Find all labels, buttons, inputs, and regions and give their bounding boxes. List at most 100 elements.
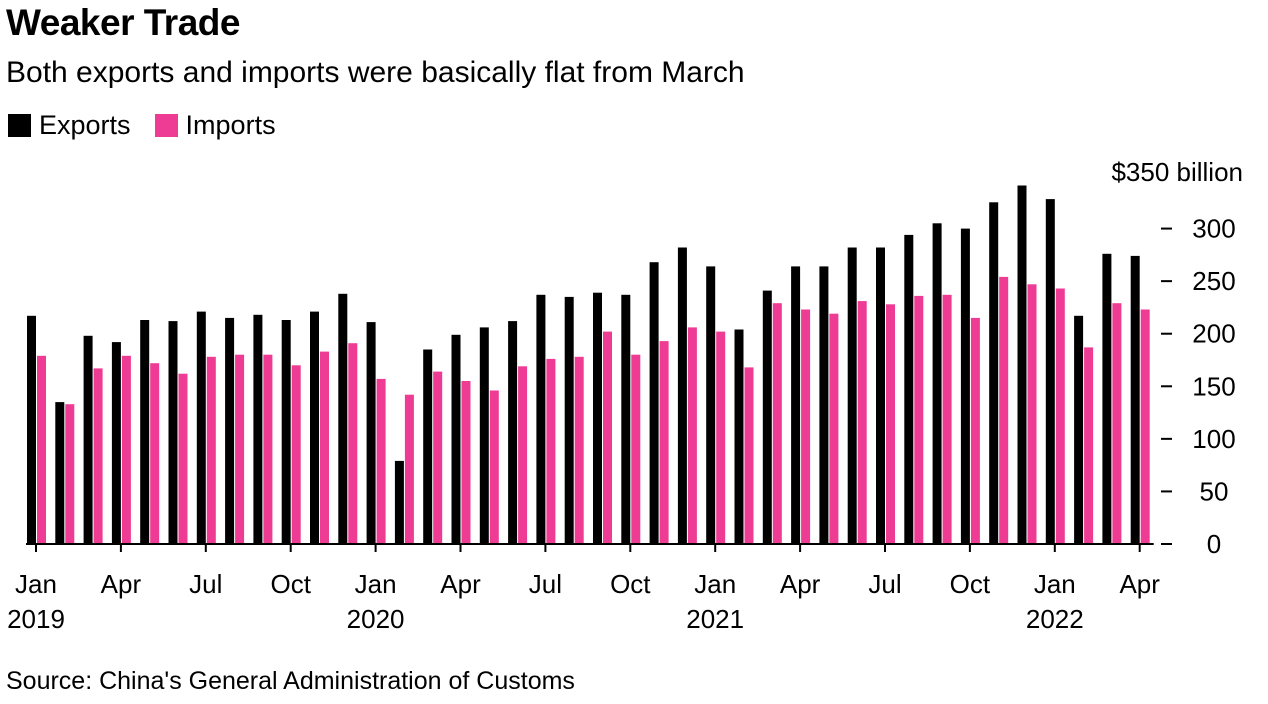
legend-item-exports: Exports xyxy=(8,110,131,141)
legend-swatch-imports xyxy=(154,114,178,137)
bar-exports-17 xyxy=(508,321,518,544)
legend-swatch-exports xyxy=(8,114,31,137)
bar-exports-37 xyxy=(1074,315,1084,544)
bar-imports-18 xyxy=(546,358,556,544)
x-tick-label: Jan xyxy=(694,569,736,599)
bar-imports-27 xyxy=(801,309,811,544)
bar-exports-16 xyxy=(479,327,489,544)
bar-exports-22 xyxy=(649,262,659,544)
bar-exports-15 xyxy=(451,334,461,544)
bar-exports-35 xyxy=(1017,185,1027,544)
x-tick-label: Oct xyxy=(950,569,991,599)
x-tick-label: Oct xyxy=(610,569,651,599)
bar-exports-11 xyxy=(338,293,348,544)
bar-exports-10 xyxy=(310,311,319,544)
bar-imports-14 xyxy=(433,371,443,544)
bar-imports-21 xyxy=(631,354,641,544)
bar-imports-11 xyxy=(348,343,358,544)
bar-imports-37 xyxy=(1084,347,1094,544)
bar-imports-6 xyxy=(206,356,216,544)
x-tick-year-label: 2019 xyxy=(7,604,65,634)
bar-imports-24 xyxy=(716,331,726,544)
y-axis: 0 50 100 150 200 250 300 $350 billion xyxy=(1111,157,1243,559)
x-tick-label: Apr xyxy=(780,569,821,599)
bar-exports-13 xyxy=(394,460,404,544)
x-tick-label: Jan xyxy=(1034,569,1076,599)
bar-exports-26 xyxy=(762,290,772,544)
y-tick-label: 100 xyxy=(1192,424,1235,454)
bar-exports-30 xyxy=(876,247,885,544)
bar-exports-28 xyxy=(819,266,829,544)
bar-imports-3 xyxy=(121,355,131,544)
bar-exports-38 xyxy=(1102,253,1112,545)
bar-imports-31 xyxy=(914,295,924,544)
bar-imports-35 xyxy=(1027,284,1037,544)
x-axis-ticks: Jan 2019 Apr Jul Oct Jan 2020 Apr Jul Oct Jan 2021 A… xyxy=(7,544,1160,634)
bar-exports-5 xyxy=(168,321,178,544)
bar-imports-34 xyxy=(999,276,1009,544)
bar-imports-1 xyxy=(65,404,75,544)
bar-exports-4 xyxy=(140,320,150,544)
bar-imports-36 xyxy=(1055,288,1065,544)
y-tick-label: 300 xyxy=(1192,214,1235,244)
bar-imports-17 xyxy=(518,366,528,544)
x-tick-year-label: 2020 xyxy=(347,604,405,634)
bar-imports-26 xyxy=(772,303,782,544)
bar-imports-0 xyxy=(37,355,46,544)
bar-exports-18 xyxy=(536,294,546,544)
bar-exports-32 xyxy=(932,223,942,545)
y-tick-label: 150 xyxy=(1192,371,1235,401)
bar-exports-12 xyxy=(366,322,376,544)
bar-exports-9 xyxy=(281,320,291,544)
chart-title: Weaker Trade xyxy=(6,2,240,43)
bar-exports-1 xyxy=(55,402,65,544)
y-tick-label: 0 xyxy=(1207,529,1221,559)
bar-imports-13 xyxy=(404,394,414,544)
bar-exports-34 xyxy=(989,202,999,545)
bar-exports-8 xyxy=(253,314,263,544)
x-tick-label: Jan xyxy=(15,569,57,599)
legend-label-imports: Imports xyxy=(185,110,276,140)
x-tick-year-label: 2021 xyxy=(686,604,744,634)
bar-imports-2 xyxy=(93,368,103,544)
bar-exports-39 xyxy=(1130,255,1140,544)
x-tick-label: Apr xyxy=(101,569,142,599)
y-tick-label: 250 xyxy=(1192,266,1235,296)
bar-imports-30 xyxy=(886,304,895,544)
bar-exports-23 xyxy=(677,247,687,544)
bar-imports-28 xyxy=(829,313,839,544)
legend: Exports Imports xyxy=(8,110,300,141)
bars-group xyxy=(27,185,1150,545)
bar-imports-38 xyxy=(1112,303,1122,544)
bar-exports-0 xyxy=(27,315,36,544)
x-tick-year-label: 2022 xyxy=(1026,604,1084,634)
x-tick-label: Jan xyxy=(355,569,397,599)
bar-exports-31 xyxy=(904,234,914,544)
bar-exports-24 xyxy=(706,266,716,544)
bar-imports-12 xyxy=(376,378,386,544)
bar-imports-22 xyxy=(659,341,669,544)
bar-imports-16 xyxy=(489,390,499,544)
bar-imports-8 xyxy=(263,354,273,544)
bar-exports-7 xyxy=(225,317,235,544)
bar-imports-4 xyxy=(150,363,160,544)
bar-imports-20 xyxy=(603,331,612,544)
bar-exports-14 xyxy=(423,349,433,544)
legend-label-exports: Exports xyxy=(39,110,131,140)
x-tick-label: Apr xyxy=(1119,569,1160,599)
x-tick-label: Jul xyxy=(868,569,901,599)
bar-imports-7 xyxy=(235,354,245,544)
x-tick-label: Jul xyxy=(189,569,222,599)
x-tick-label: Apr xyxy=(440,569,481,599)
bar-imports-9 xyxy=(291,365,301,544)
bar-exports-25 xyxy=(734,329,744,544)
bar-imports-10 xyxy=(320,351,329,544)
bar-exports-20 xyxy=(593,292,602,544)
bar-exports-29 xyxy=(847,247,857,544)
bar-exports-19 xyxy=(564,296,574,544)
bar-imports-32 xyxy=(942,294,952,544)
bar-exports-2 xyxy=(83,335,93,544)
x-tick-label: Oct xyxy=(270,569,311,599)
y-tick-label: 200 xyxy=(1192,319,1235,349)
